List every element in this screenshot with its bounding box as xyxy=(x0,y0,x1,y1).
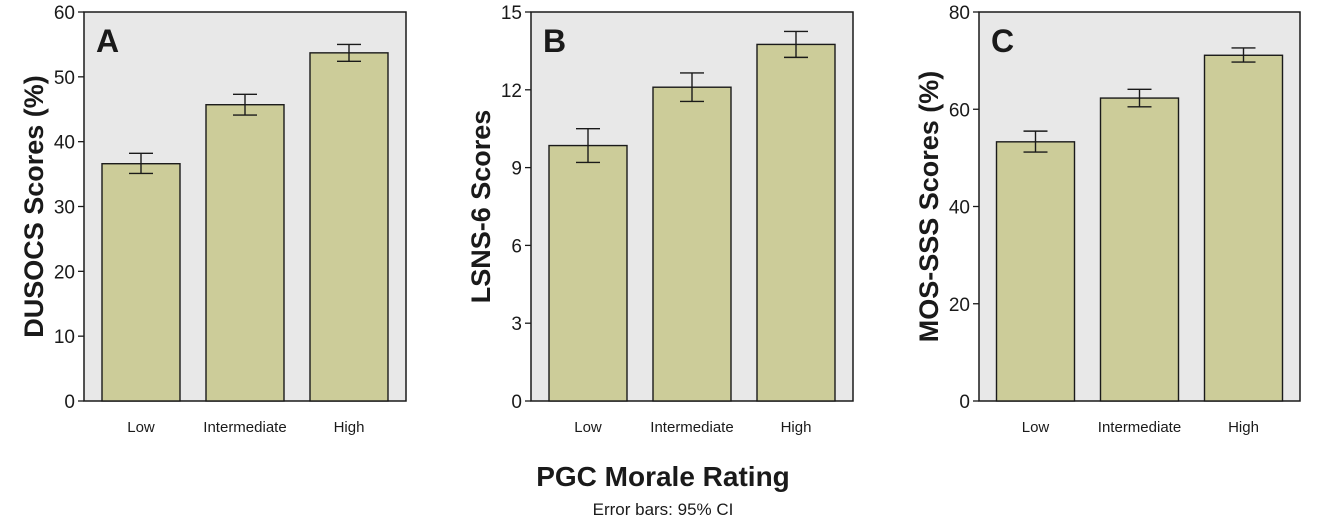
error-bars-note: Error bars: 95% CI xyxy=(592,500,734,519)
panel-b-category-label-low: Low xyxy=(574,419,602,436)
panel-a-y-tick-label: 0 xyxy=(64,392,75,413)
panel-a-y-tick-label: 20 xyxy=(54,262,75,283)
panel-b-bar-intermediate xyxy=(652,86,732,402)
panel-c-letter: C xyxy=(991,23,1014,59)
panel-b-y-tick-label: 3 xyxy=(511,314,522,335)
panel-a-y-tick-label: 10 xyxy=(54,327,75,348)
panel-c-y-tick-label: 0 xyxy=(959,392,970,413)
panel-a-letter: A xyxy=(96,23,119,59)
panel-c-y-tick-label: 40 xyxy=(949,198,970,219)
panel-a-y-tick-label: 30 xyxy=(54,198,75,219)
panel-b-category-label-intermediate: Intermediate xyxy=(650,419,733,436)
panel-c-bar-intermediate xyxy=(1099,97,1180,402)
panel-a-bar-high xyxy=(309,52,389,402)
panel-b-y-tick-label: 9 xyxy=(511,159,522,180)
panel-a-y-tick-label: 50 xyxy=(54,68,75,89)
panel-b-y-tick-label: 15 xyxy=(501,3,522,24)
panel-c-y-tick-label: 60 xyxy=(949,100,970,121)
panel-c-bar-high xyxy=(1203,54,1284,402)
panel-b-y-tick-label: 6 xyxy=(511,236,522,257)
panel-a-bar-intermediate xyxy=(205,104,285,402)
panel-a-y-tick-label: 40 xyxy=(54,133,75,154)
panel-b-y-tick-label: 0 xyxy=(511,392,522,413)
panel-b-bar-low xyxy=(548,144,628,402)
panel-c-category-label-high: High xyxy=(1228,419,1259,436)
panel-a-category-label-low: Low xyxy=(127,419,155,436)
shared-x-axis-label: PGC Morale Rating xyxy=(536,461,790,492)
panel-a-bar-low xyxy=(101,163,181,402)
panel-a-y-tick-label: 60 xyxy=(54,3,75,24)
panel-c-category-label-low: Low xyxy=(1022,419,1050,436)
panel-c-y-tick-label: 80 xyxy=(949,3,970,24)
panel-c-y-axis-label: MOS-SSS Scores (%) xyxy=(914,71,944,343)
panel-c-y-tick-label: 20 xyxy=(949,295,970,316)
panel-a-category-label-high: High xyxy=(334,419,365,436)
panel-a-category-label-intermediate: Intermediate xyxy=(203,419,286,436)
panel-b-letter: B xyxy=(543,23,566,59)
panel-c-bar-low xyxy=(995,141,1076,402)
panel-c-category-label-intermediate: Intermediate xyxy=(1098,419,1181,436)
panel-b-category-label-high: High xyxy=(781,419,812,436)
panel-b-bar-high xyxy=(756,43,836,402)
panel-b-y-tick-label: 12 xyxy=(501,81,522,102)
panel-a-y-axis-label: DUSOCS Scores (%) xyxy=(19,75,49,338)
panel-b-y-axis-label: LSNS-6 Scores xyxy=(466,110,496,304)
